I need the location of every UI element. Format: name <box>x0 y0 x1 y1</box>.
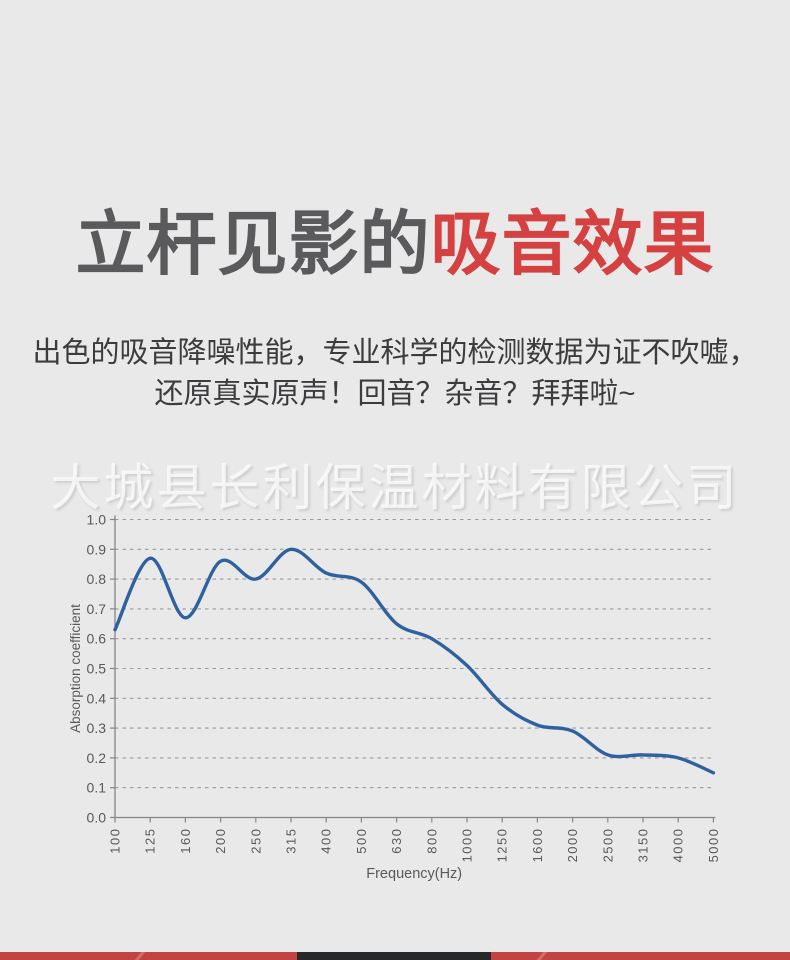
x-tick-label: 630 <box>389 828 404 854</box>
x-tick-label: 500 <box>354 828 369 854</box>
x-axis-title: Frequency(Hz) <box>366 866 462 882</box>
x-tick-label: 125 <box>143 828 158 854</box>
subtitle-line-1: 出色的吸音降噪性能，专业科学的检测数据为证不吹嘘， <box>32 337 758 369</box>
footer-bar <box>0 952 790 960</box>
x-tick-label: 1000 <box>460 828 475 863</box>
page-title: 立杆见影的吸音效果 <box>0 188 790 289</box>
x-tick-label: 2000 <box>565 828 580 863</box>
y-tick-label: 0.7 <box>87 601 107 617</box>
x-tick-label: 160 <box>178 828 193 854</box>
ribbon-stripe <box>134 952 146 960</box>
x-tick-label: 100 <box>108 828 123 854</box>
x-tick-label: 315 <box>284 828 299 854</box>
y-tick-label: 0.1 <box>87 780 107 796</box>
y-tick-label: 0.0 <box>87 810 107 826</box>
y-tick-label: 1.0 <box>87 512 107 528</box>
ribbon-stripe <box>536 952 548 960</box>
y-tick-label: 0.2 <box>87 750 107 766</box>
y-tick-label: 0.4 <box>87 690 107 706</box>
y-tick-label: 0.8 <box>87 571 107 587</box>
y-tick-label: 0.5 <box>87 661 107 677</box>
x-tick-label: 200 <box>213 828 228 854</box>
subtitle-line-2: 还原真实原声！回音？杂音？拜拜啦~ <box>154 378 636 410</box>
page-title-gray-segment: 立杆见影的 <box>75 205 431 283</box>
x-tick-label: 800 <box>424 828 439 854</box>
absorption-chart: 0.0 0.1 0.2 0.3 0.4 0.5 0.6 0.7 0.8 0.9 1.0 100 125 1… <box>68 512 721 883</box>
y-tick-label: 0.3 <box>87 720 107 736</box>
footer-bar-dark-segment <box>297 952 491 960</box>
page-subtitle: 出色的吸音降噪性能，专业科学的检测数据为证不吹嘘， 还原真实原声！回音？杂音？拜… <box>0 333 790 415</box>
x-tick-label: 2500 <box>600 828 615 863</box>
absorption-curve <box>113 547 716 775</box>
y-axis-title: Absorption coefficient <box>68 604 83 733</box>
page-title-red-segment: 吸音效果 <box>430 205 715 283</box>
x-tick-label: 5000 <box>706 828 721 863</box>
x-tick-label: 3150 <box>636 828 651 863</box>
x-tick-label: 250 <box>248 828 263 854</box>
x-tick-label: 4000 <box>671 828 686 863</box>
x-tick-label: 400 <box>319 828 334 854</box>
y-tick-label: 0.6 <box>87 631 107 647</box>
x-tick-label: 1600 <box>530 828 545 863</box>
y-tick-label: 0.9 <box>87 541 107 557</box>
x-tick-label: 1250 <box>495 828 510 863</box>
